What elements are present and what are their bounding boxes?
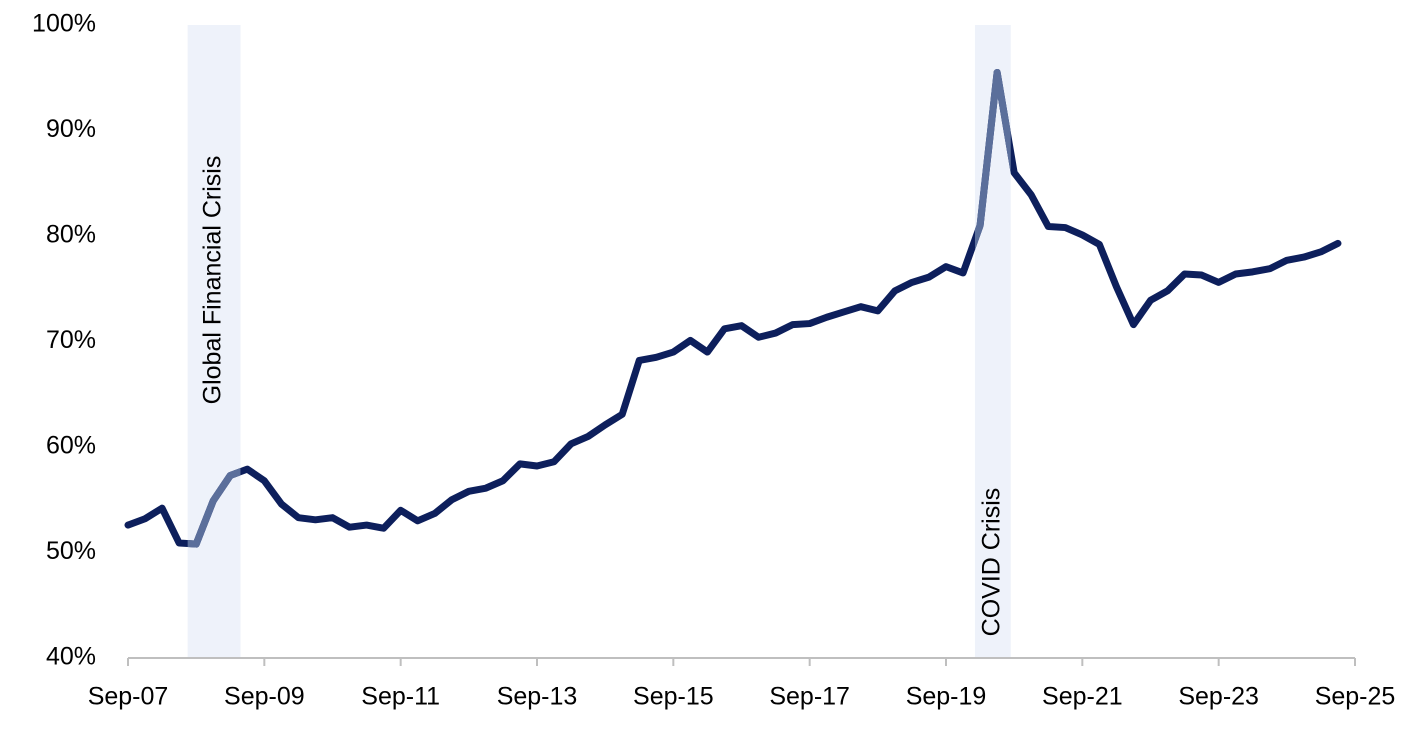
y-tick-label: 100% (32, 10, 96, 38)
x-tick-label: Sep-07 (88, 683, 169, 711)
region-label: Global Financial Crisis (199, 156, 227, 405)
x-tick-label: Sep-25 (1315, 683, 1396, 711)
y-tick-label: 60% (46, 432, 96, 460)
x-tick-label: Sep-09 (224, 683, 305, 711)
y-tick-label: 40% (46, 643, 96, 671)
x-tick-label: Sep-17 (769, 683, 850, 711)
y-tick-label: 80% (46, 221, 96, 249)
line (124, 68, 1342, 548)
x-tick-label: Sep-11 (361, 683, 440, 711)
y-tick-label: 70% (46, 326, 96, 354)
x-tick-label: Sep-15 (633, 683, 714, 711)
x-tick-label: Sep-19 (906, 683, 987, 711)
y-tick-label: 50% (46, 537, 96, 565)
line-highlight (187, 68, 1011, 548)
region-label: COVID Crisis (977, 488, 1005, 637)
x-tick-label: Sep-23 (1178, 683, 1259, 711)
shaded-region (187, 25, 241, 658)
x-tick-label: Sep-13 (497, 683, 578, 711)
x-tick-label: Sep-21 (1042, 683, 1123, 711)
y-tick-label: 90% (46, 115, 96, 143)
